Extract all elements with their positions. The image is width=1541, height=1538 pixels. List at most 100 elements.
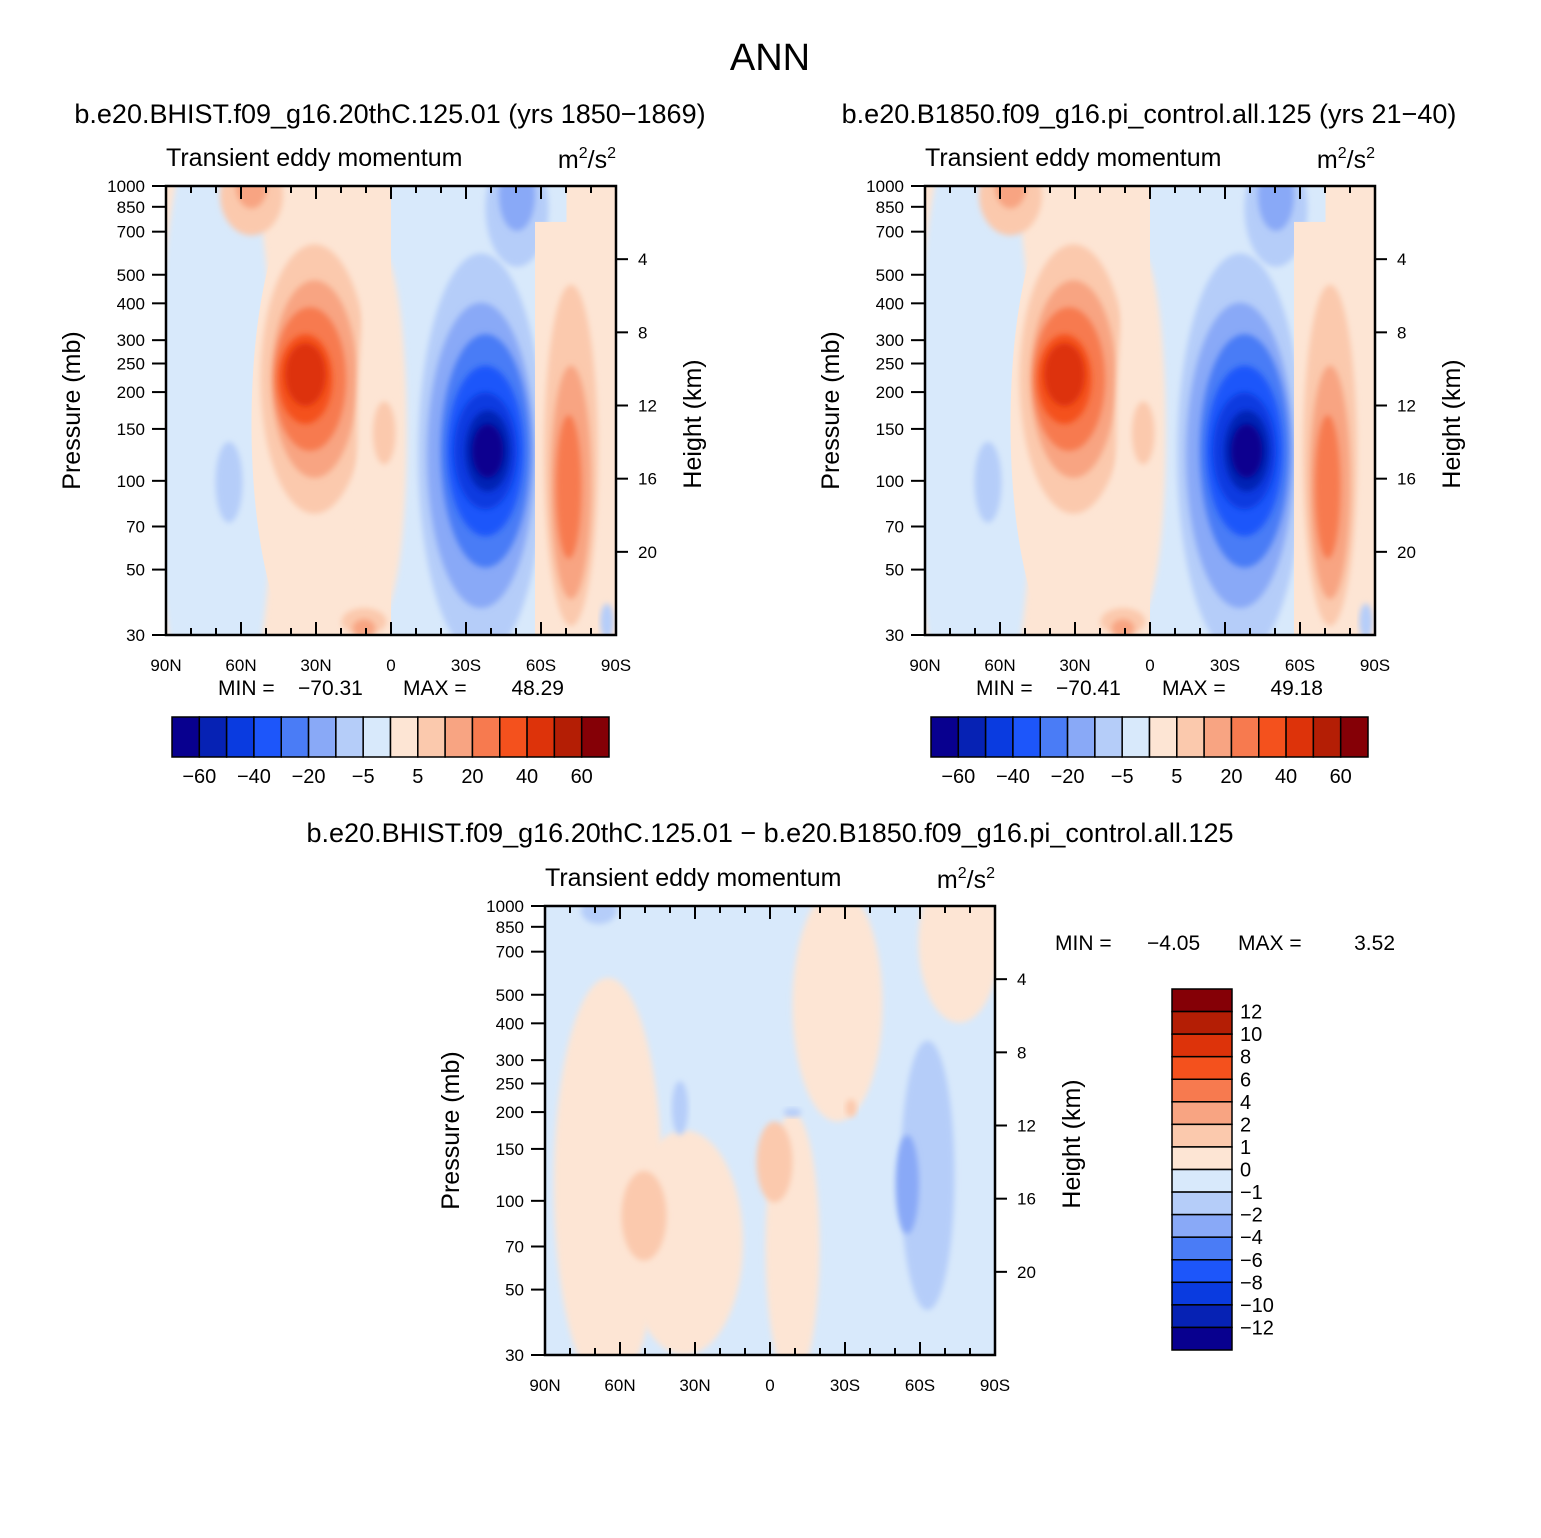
contour-region [581,906,617,924]
colorbar-label: 40 [516,766,538,788]
panel-variable: Transient eddy momentum [545,864,841,892]
colorbar-swatch [253,716,282,758]
y-right-tick-label: 20 [638,543,657,562]
y-tick-label: 200 [876,383,904,402]
colorbar-swatch [930,716,960,758]
colorbar-swatch [1171,1123,1233,1148]
y-right-tick-label: 12 [1397,397,1416,416]
colorbar-label: −40 [237,766,271,788]
contour-region [783,1108,802,1118]
colorbar-label: 5 [1171,766,1182,788]
colorbar-swatch [1171,1326,1233,1351]
contour-region [285,343,326,407]
colorbar-swatch [417,716,446,758]
max-value: 3.52 [1354,932,1395,955]
y-tick-label: 30 [885,626,904,645]
colorbar-swatch [1171,988,1233,1013]
colorbar-swatch [1171,1010,1233,1035]
max-label: MAX = [403,677,467,700]
colorbar-label: −10 [1240,1295,1274,1317]
contour-region [499,186,535,231]
colorbar-label: 2 [1240,1114,1251,1136]
min-value: −70.41 [1056,677,1121,700]
colorbar-label: −60 [941,766,975,788]
x-tick-label: 30S [830,1376,860,1395]
panel-control: 90N 60N 30N 0 30S 60S 90S 30 50 70 100 150 200 250 300… [817,144,1466,675]
contour-region [979,186,1042,236]
contour-region [925,186,1033,635]
y-tick-label: 300 [876,331,904,350]
colorbar-swatch [984,716,1014,758]
contour-region [974,441,1002,523]
y-tick-label: 250 [496,1075,524,1094]
colorbar-swatch [1148,716,1178,758]
y-tick-label: 150 [117,420,145,439]
y-tick-label: 70 [126,518,145,537]
y-right-tick-label: 16 [1017,1190,1036,1209]
colorbar-label: −12 [1240,1317,1274,1339]
contour-region [1359,603,1373,635]
y-right-tick-label: 8 [1017,1043,1026,1062]
colorbar-swatch [1339,716,1369,758]
y-right-tick-label: 12 [1017,1117,1036,1136]
colorbar-label: 1 [1240,1137,1251,1159]
y-tick-label: 1000 [107,177,145,196]
colorbar-swatch [335,716,364,758]
colorbar-label: 6 [1240,1069,1251,1091]
stats-control: MIN = −70.41 MAX = 49.18 [976,677,1323,700]
contour-region [600,603,614,635]
contour-region [792,906,883,1122]
y-right-tick-label: 4 [1397,250,1406,269]
colorbar-swatch [362,716,392,758]
y-tick-label: 100 [876,472,904,491]
colorbar-swatch [1171,1146,1233,1171]
y-tick-label: 500 [117,266,145,285]
colorbar-label: −60 [182,766,216,788]
x-tick-label: 90S [1360,656,1390,675]
contour-region [1231,423,1263,478]
colorbar-label: 20 [1220,766,1242,788]
contour-region [1044,343,1085,407]
colorbar-swatch [499,716,528,758]
y-right-axis-label: Height (km) [1438,359,1466,488]
colorbar-swatch [1171,1033,1233,1058]
x-tick-label: 0 [1145,656,1154,675]
y-tick-label: 700 [117,223,145,242]
x-tick-label: 90N [529,1376,560,1395]
y-tick-label: 300 [117,331,145,350]
colorbar-swatch [1094,716,1123,758]
y-right-axis-label: Height (km) [1058,1079,1086,1208]
x-tick-label: 30N [300,656,331,675]
colorbar-swatch [307,716,337,758]
y-right-tick-label: 12 [638,397,657,416]
y-tick-label: 250 [876,355,904,374]
y-tick-label: 500 [876,266,904,285]
x-tick-label: 60S [1285,656,1315,675]
colorbar-label: −40 [996,766,1030,788]
colorbar-label: −1 [1240,1182,1263,1204]
y-tick-label: 30 [126,626,145,645]
x-tick-label: 30N [679,1376,710,1395]
panel-units: m2/s2 [558,145,616,174]
contour-region [845,1099,857,1118]
contour-field [166,186,616,635]
contour-region [895,1134,919,1234]
colorbar-label: −5 [352,766,375,788]
x-tick-label: 30S [451,656,481,675]
colorbar-swatch [1312,716,1342,758]
colorbar-control: −60 −40 −20 −5 5 20 40 60 [930,716,1369,788]
y-right-tick-label: 8 [638,323,647,342]
max-value: 49.18 [1270,677,1323,700]
y-tick-label: 850 [496,918,524,937]
panel-units: m2/s2 [937,865,995,894]
contour-region [472,423,504,478]
y-tick-label: 50 [505,1281,524,1300]
colorbar-swatch [280,716,310,758]
colorbar-label: −5 [1111,766,1134,788]
colorbar-swatch [1203,716,1233,758]
contour-region [900,1040,955,1311]
colorbar-swatch [1171,1304,1233,1329]
y-tick-label: 500 [496,986,524,1005]
axes: 90N 60N 30N 0 30S 60S 90S 30 50 70 100 150 200 250 300… [58,144,707,675]
